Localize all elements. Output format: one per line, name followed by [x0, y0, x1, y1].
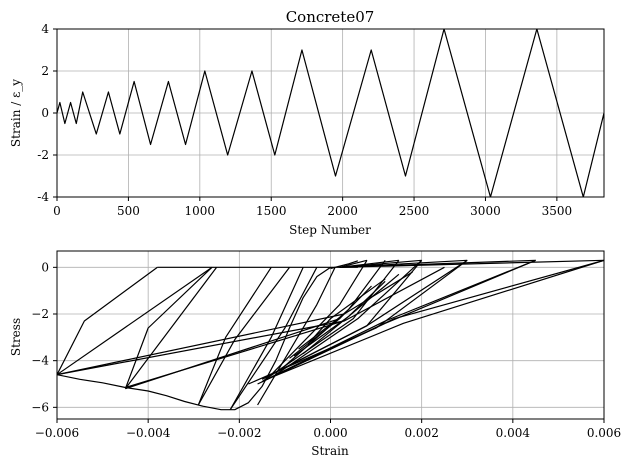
x-tick-label: 3000	[470, 204, 501, 218]
series-line-37	[289, 285, 372, 359]
plot-frame	[56, 28, 605, 198]
x-tick-label: 0.000	[313, 426, 347, 440]
series-line-9	[125, 321, 340, 389]
x-tick-label: 2500	[399, 204, 430, 218]
series-line-7	[124, 266, 218, 390]
y-tick-label: -4	[37, 190, 49, 204]
tick-layer: −0.006 −0.004 −0.002 0.000 0.002 0.004 0.006 −6…	[31, 260, 621, 440]
y-tick-label: 0	[41, 106, 49, 120]
x-tick-label: 3500	[542, 204, 573, 218]
series-layer	[57, 259, 604, 411]
x-tick-label: 0.006	[587, 426, 621, 440]
series-group	[57, 29, 604, 197]
x-tick-label: 0.002	[404, 426, 438, 440]
series-line-13	[229, 267, 318, 411]
x-axis-label: Strain	[311, 444, 349, 458]
y-tick-label: 0	[41, 260, 49, 274]
x-tick-label: 2000	[327, 204, 358, 218]
x-tick-label: 0.004	[496, 426, 531, 440]
series-line-6	[124, 266, 213, 389]
y-tick-label: 2	[41, 64, 49, 78]
x-tick-label: 0	[53, 204, 61, 218]
chart-title: Concrete07	[286, 8, 375, 26]
series-line-5	[57, 266, 213, 376]
series-line-12	[229, 267, 304, 410]
y-tick-label: -2	[37, 148, 49, 162]
stress-strain-panel: −0.006 −0.004 −0.002 0.000 0.002 0.004 0.006 −6…	[9, 250, 621, 458]
series-line-11	[197, 266, 290, 406]
series-line-14	[257, 267, 336, 406]
grid	[56, 28, 604, 198]
y-axis-label: Strain / ε_y	[9, 79, 23, 147]
x-tick-label: −0.002	[217, 426, 261, 440]
x-tick-label: 1000	[185, 204, 216, 218]
plot-frame	[56, 250, 605, 420]
series-line-29	[266, 259, 536, 380]
x-tick-label: −0.004	[126, 426, 171, 440]
series-line-26	[261, 259, 423, 380]
x-tick-label: 1500	[256, 204, 287, 218]
series-line-1	[57, 29, 604, 197]
strain-history-panel: Concrete07 0 500 1000 1500 2000 2500 3000 3500 -…	[9, 8, 605, 237]
series-line-22	[270, 260, 368, 376]
series-line-21	[339, 259, 604, 268]
series-line-10	[197, 267, 272, 406]
series-line-38	[57, 266, 445, 376]
x-axis-label: Step Number	[289, 223, 371, 237]
series-line-15	[57, 313, 345, 376]
y-tick-label: 4	[41, 22, 49, 36]
series-line-31	[261, 259, 604, 383]
y-tick-label: −2	[31, 307, 49, 321]
series-group	[57, 259, 604, 411]
y-tick-label: −6	[31, 400, 49, 414]
series-line-1	[57, 266, 331, 411]
series-line-35	[293, 280, 386, 357]
x-tick-label: −0.006	[35, 426, 79, 440]
series-line-27	[275, 259, 468, 373]
series-line-32	[266, 259, 604, 380]
x-tick-label: 500	[117, 204, 140, 218]
series-line-3	[57, 266, 158, 375]
y-tick-label: −4	[31, 354, 49, 368]
series-line-16	[339, 259, 368, 268]
tick-layer: 0 500 1000 1500 2000 2500 3000 3500 -4 -2 0 2 4	[37, 22, 572, 218]
y-axis-label: Stress	[9, 318, 23, 356]
series-layer	[57, 29, 604, 197]
